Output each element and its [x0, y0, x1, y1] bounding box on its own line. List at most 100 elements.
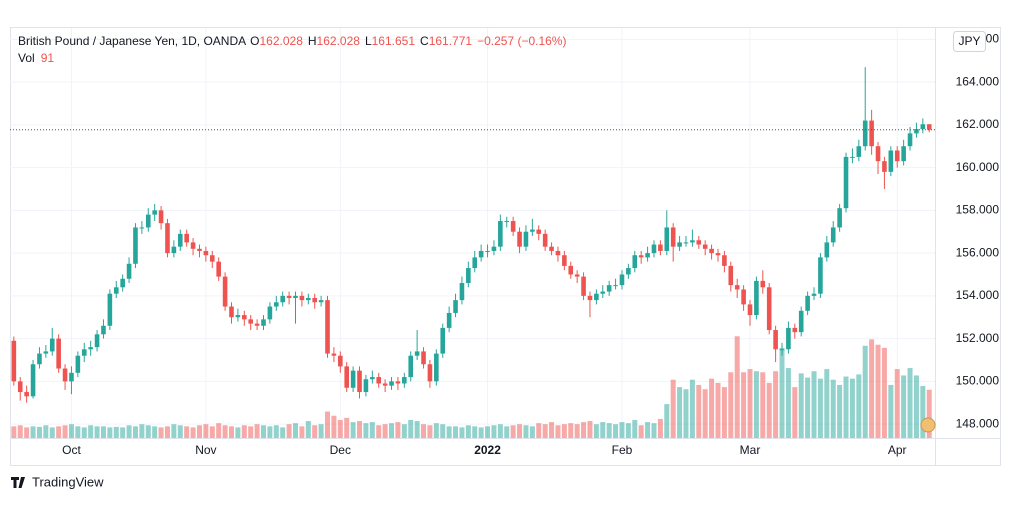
volume-bar [529, 426, 535, 438]
ohlc-label: H [308, 34, 317, 48]
volume-bar [760, 372, 766, 438]
candle-body [722, 255, 727, 266]
y-tick-label: 148.000 [956, 416, 1000, 430]
y-tick-label: 150.000 [956, 374, 1000, 388]
volume-bar [62, 425, 68, 438]
volume-bar [132, 426, 138, 438]
flag-icon [920, 417, 936, 433]
volume-bar [606, 423, 612, 438]
volume-bar [273, 425, 279, 438]
volume-bar [798, 373, 804, 438]
y-tick-label: 162.000 [956, 117, 1000, 131]
volume-bar [222, 425, 228, 438]
candle-body [619, 274, 625, 286]
candle-body [248, 319, 253, 324]
candle-body [658, 244, 663, 251]
volume-bar [574, 424, 580, 438]
x-tick-label: Nov [195, 443, 216, 457]
candle-body [222, 276, 228, 307]
candle-body [670, 227, 676, 247]
candle-body [478, 250, 484, 258]
ohlc-value: 162.028 [317, 34, 361, 48]
candle-body [312, 297, 318, 303]
candle-body [30, 364, 36, 397]
candle-body [690, 240, 695, 243]
volume-bar [395, 422, 401, 438]
x-tick-label: 2022 [474, 443, 501, 457]
candle-body [318, 300, 324, 303]
volume-bar [734, 336, 740, 438]
candle-body [49, 338, 55, 352]
volume-bar [472, 426, 478, 438]
candle-body [920, 124, 926, 130]
y-tick-label: 152.000 [956, 331, 1000, 345]
candle-body [888, 150, 894, 172]
volume-bar [389, 423, 395, 438]
volume-bar [651, 423, 657, 438]
volume-bar [664, 404, 670, 438]
legend-title: British Pound / Japanese Yen, 1D, OANDA [18, 34, 246, 48]
volume-bar [561, 424, 567, 438]
volume-bar [350, 422, 356, 438]
candle-body [350, 370, 356, 388]
volume-bar [542, 424, 548, 438]
logo-mark [11, 477, 25, 488]
candle-body [926, 124, 932, 130]
volume-bar [139, 424, 145, 438]
volume-bar [56, 426, 62, 438]
candle-body [241, 315, 247, 320]
candle-body [81, 349, 87, 356]
candle-body [408, 355, 414, 378]
y-tick-label: 156.000 [956, 245, 1000, 259]
candle-body [190, 242, 196, 249]
volume-bar [126, 425, 132, 438]
volume-bar [81, 427, 87, 438]
x-tick-label: Dec [330, 443, 351, 457]
volume-bar [440, 424, 446, 438]
candle-body [683, 242, 689, 244]
volume-bar [248, 426, 254, 438]
candle-body [382, 383, 388, 386]
volume-bar [555, 425, 561, 438]
candle-body [62, 368, 68, 382]
volume-bar [17, 425, 23, 438]
candle-body [145, 214, 151, 228]
volume-bar [670, 379, 676, 438]
volume-bar [881, 347, 887, 438]
candle-body [869, 120, 874, 147]
volume-bar [433, 423, 439, 438]
candle-body [728, 265, 734, 286]
candle-body [120, 278, 125, 288]
candle-body [197, 248, 202, 251]
candle-body [766, 287, 772, 331]
volume-bar [766, 382, 772, 438]
candle-body [293, 295, 298, 298]
candle-body [747, 304, 753, 316]
volume-bar [721, 387, 727, 438]
candle-body [414, 351, 420, 356]
candle-body [229, 306, 234, 318]
candle-body [613, 285, 618, 287]
candle-body [446, 312, 452, 328]
candle-body [581, 276, 586, 296]
currency-label: JPY [958, 34, 980, 48]
candle-body [645, 253, 650, 258]
candle-body [542, 233, 548, 247]
volume-bar [145, 425, 151, 438]
volume-bar [913, 375, 919, 438]
candle-body [235, 315, 241, 318]
volume-bar [216, 423, 222, 438]
volume-bar [901, 375, 907, 438]
volume-bar [421, 424, 427, 438]
candle-body [37, 353, 42, 365]
volume-bar [523, 425, 529, 438]
candle-body [158, 210, 164, 224]
candle-body [664, 227, 670, 251]
volume-bar [209, 426, 215, 438]
candle-body [677, 242, 682, 247]
volume-bar [696, 385, 702, 438]
candle-body [171, 246, 177, 254]
volume-bar [446, 426, 452, 438]
candle-body [306, 297, 311, 301]
candle-body [594, 293, 599, 301]
